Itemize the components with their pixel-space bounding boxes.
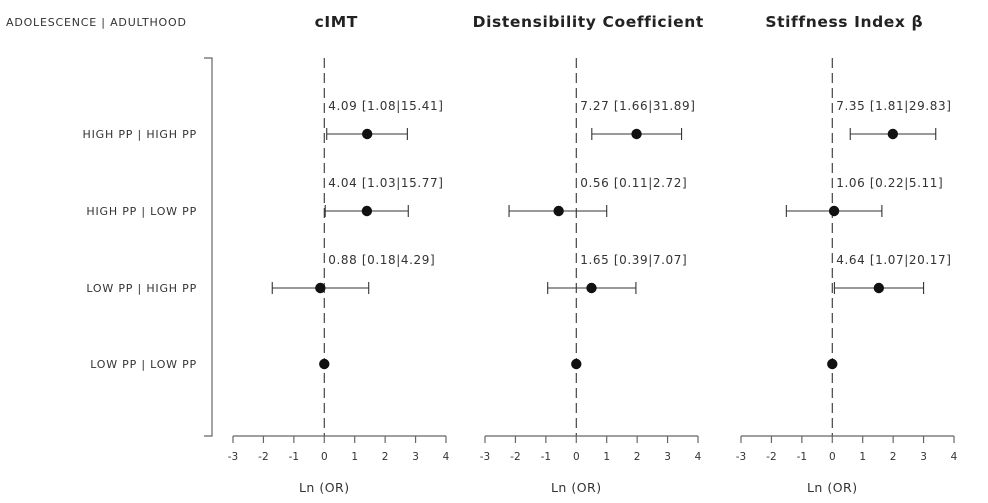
x-tick-label: 0 [829, 451, 836, 463]
x-tick-label: 2 [890, 451, 897, 463]
x-tick-label: -3 [736, 451, 746, 463]
x-tick-label: 2 [382, 451, 389, 463]
x-tick-label: -2 [510, 451, 520, 463]
category-label: HIGH PP | LOW PP [86, 205, 197, 218]
panel-title: cIMT [315, 13, 358, 31]
x-tick-label: -1 [289, 451, 299, 463]
x-tick-label: -1 [541, 451, 551, 463]
category-label: LOW PP | HIGH PP [86, 282, 197, 295]
or-annotation: 4.09 [1.08|15.41] [328, 99, 443, 113]
x-axis-label: Ln (OR) [807, 480, 858, 495]
x-axis-label: Ln (OR) [551, 480, 602, 495]
x-tick-label: -2 [258, 451, 268, 463]
x-tick-label: -1 [797, 451, 807, 463]
panel-title: Distensibility Coefficient [473, 13, 704, 31]
estimate-point [631, 128, 642, 140]
panel-distensibility-coefficient: Distensibility Coefficient -3 -2 -1 0 1 2 3 4 Ln … [473, 13, 704, 495]
or-annotation: 1.06 [0.22|5.11] [836, 176, 943, 190]
estimate-point [827, 358, 838, 370]
or-annotation: 0.56 [0.11|2.72] [580, 176, 687, 190]
category-labels: HIGH PP | HIGH PP HIGH PP | LOW PP LOW PP … [83, 128, 197, 371]
x-tick-label: 3 [664, 451, 671, 463]
estimate-point [553, 205, 564, 217]
category-axis [204, 57, 213, 437]
or-annotation: 1.65 [0.39|7.07] [580, 253, 687, 267]
x-tick-label: 1 [351, 451, 358, 463]
estimate-point [586, 282, 597, 294]
x-axis [740, 435, 955, 443]
panel-stiffness-index: Stiffness Index β -3 -2 -1 0 1 2 3 4 Ln (OR) 7.35 … [736, 13, 958, 495]
x-tick-label: -3 [480, 451, 490, 463]
x-tick-label: 4 [443, 451, 450, 463]
x-axis-label: Ln (OR) [299, 480, 350, 495]
category-label: HIGH PP | HIGH PP [83, 128, 197, 141]
estimate-point [873, 282, 885, 294]
x-tick-label: 1 [859, 451, 866, 463]
x-tick-label: 3 [920, 451, 927, 463]
x-axis [232, 435, 447, 443]
estimate-point [361, 128, 373, 140]
or-annotation: 4.04 [1.03|15.77] [328, 176, 443, 190]
x-tick-label: 2 [634, 451, 641, 463]
estimate-point [571, 358, 582, 370]
estimate-point [361, 205, 373, 217]
panel-title: Stiffness Index β [765, 13, 923, 31]
x-axis [484, 435, 699, 443]
x-tick-label: 0 [321, 451, 328, 463]
x-tick-label: 4 [951, 451, 958, 463]
or-annotation: 4.64 [1.07|20.17] [836, 253, 951, 267]
or-annotation: 7.35 [1.81|29.83] [836, 99, 951, 113]
category-label: LOW PP | LOW PP [90, 358, 197, 371]
estimate-point [828, 205, 840, 217]
x-tick-label: 1 [603, 451, 610, 463]
estimate-point [887, 128, 899, 140]
x-tick-label: 3 [412, 451, 419, 463]
or-annotation: 0.88 [0.18|4.29] [328, 253, 435, 267]
panel-cimt: cIMT -3 -2 -1 0 1 2 3 4 Ln (OR) 4.09 [1.08|15.41] 4… [228, 13, 450, 495]
estimate-point [315, 282, 326, 294]
estimate-point [319, 358, 330, 370]
group-header: ADOLESCENCE | ADULTHOOD [6, 16, 187, 29]
x-tick-label: -2 [766, 451, 776, 463]
x-tick-label: -3 [228, 451, 238, 463]
x-tick-label: 0 [573, 451, 580, 463]
x-tick-label: 4 [695, 451, 702, 463]
or-annotation: 7.27 [1.66|31.89] [580, 99, 695, 113]
